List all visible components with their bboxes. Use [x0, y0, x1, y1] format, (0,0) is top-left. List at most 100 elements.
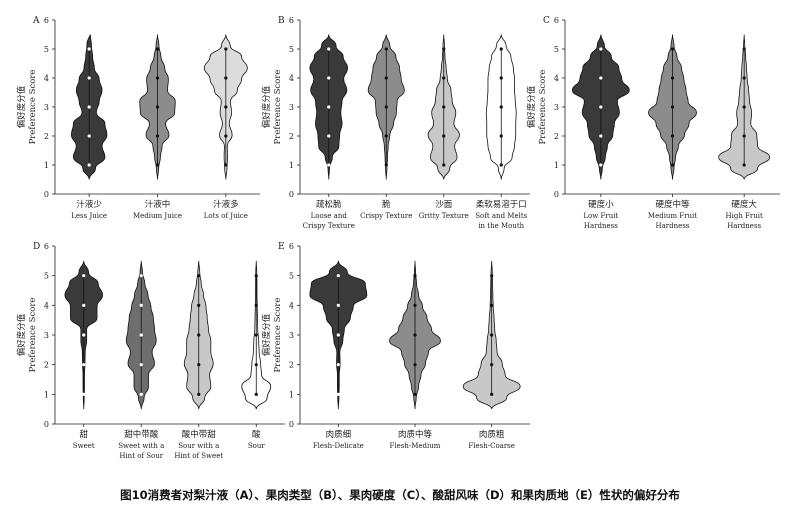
x-tick-label-en: Hardness — [727, 222, 761, 230]
y-tick-label: 3 — [289, 331, 294, 340]
data-point — [670, 105, 675, 109]
data-point — [442, 47, 446, 51]
x-tick-label-cn: 酸中带甜 — [182, 429, 217, 440]
data-point — [82, 274, 86, 278]
x-tick-label-en: Soft and Melts — [475, 212, 527, 220]
y-tick-label: 6 — [289, 16, 294, 25]
y-tick-label: 0 — [289, 420, 294, 429]
x-tick-label-en: Less Juice — [71, 212, 107, 220]
x-tick-label-en: Medium Fruit — [648, 212, 697, 220]
data-point — [224, 163, 228, 167]
y-tick-label: 5 — [289, 272, 294, 281]
data-point — [327, 76, 331, 80]
data-point — [742, 163, 746, 167]
y-tick-label: 4 — [554, 74, 559, 83]
data-point — [490, 274, 494, 278]
data-point — [413, 392, 417, 396]
x-tick-label-en: Low Fruit — [583, 212, 618, 220]
data-point — [139, 363, 143, 367]
y-tick-label: 5 — [44, 272, 49, 281]
y-tick-label: 0 — [44, 420, 49, 429]
data-point — [224, 105, 228, 109]
data-point — [139, 274, 143, 278]
panel-e: 0 1 2 3 4 5 6E 偏好度分值Preference Score 肉质细 Flesh-De… — [261, 242, 530, 450]
panel-a: 0 1 2 3 4 5 6A 偏好度分值Preference Score 汁液少 Less Jui… — [16, 16, 260, 220]
data-point — [384, 76, 388, 80]
data-point — [499, 47, 503, 51]
y-tick-label: 0 — [289, 190, 294, 199]
y-tick-label: 6 — [44, 16, 49, 25]
y-tick-label: 2 — [289, 132, 294, 141]
y-tick-label: 6 — [44, 242, 49, 251]
data-point — [499, 163, 503, 167]
y-tick-label: 1 — [554, 161, 559, 170]
data-point — [499, 134, 503, 138]
y-tick-label: 5 — [289, 45, 294, 54]
data-point — [197, 274, 201, 278]
data-point — [442, 76, 446, 80]
x-tick-label-cn: 汁液少 — [76, 199, 102, 210]
y-tick-label: 2 — [44, 132, 49, 141]
y-tick-label: 2 — [289, 361, 294, 370]
data-point — [87, 76, 91, 80]
y-tick-label: 6 — [289, 242, 294, 251]
x-tick-label-cn: 沙面 — [435, 200, 453, 210]
data-point — [670, 134, 675, 138]
x-tick-label-cn: 肉质细 — [326, 429, 352, 440]
y-tick-label: 1 — [289, 161, 294, 170]
x-tick-label-cn: 硬度小 — [588, 199, 614, 210]
data-point — [384, 163, 388, 167]
y-tick-label: 5 — [44, 45, 49, 54]
data-point — [442, 105, 446, 109]
x-tick-label-en: Sour — [248, 442, 266, 450]
x-tick-label-en: Flesh-Medium — [390, 442, 441, 450]
y-tick-label: 2 — [44, 361, 49, 370]
data-point — [197, 363, 201, 367]
data-point — [742, 105, 746, 109]
x-tick-label-cn: 柔软易溶于口 — [476, 199, 527, 210]
y-tick-label: 4 — [289, 301, 294, 310]
data-point — [499, 105, 503, 109]
data-point — [670, 47, 675, 51]
panel-letter: A — [32, 16, 40, 26]
data-point — [87, 105, 91, 109]
data-point — [87, 134, 91, 138]
data-point — [197, 303, 201, 307]
data-point — [384, 105, 388, 109]
panel-letter: B — [278, 16, 285, 26]
data-point — [254, 274, 258, 278]
data-point — [155, 47, 160, 51]
y-axis-label: 偏好度分值Preference Score — [261, 70, 283, 145]
y-tick-label: 1 — [44, 390, 49, 399]
data-point — [139, 392, 143, 396]
data-point — [155, 163, 160, 167]
panel-letter: C — [543, 16, 550, 26]
x-tick-label-en: Medium Juice — [133, 212, 182, 220]
x-tick-label-cn: 硬度中等 — [655, 199, 690, 210]
y-tick-label: 3 — [289, 103, 294, 112]
data-point — [155, 105, 160, 109]
data-point — [254, 392, 258, 396]
x-tick-label-cn: 肉质中等 — [398, 429, 433, 440]
data-point — [742, 76, 746, 80]
x-tick-label-en: High Fruit — [726, 212, 764, 220]
data-point — [413, 363, 417, 367]
panel-c: 0 1 2 3 4 5 6C 偏好度分值Preference Score 硬度小 Low Frui… — [526, 16, 780, 230]
x-tick-label-en: Crispy Texture — [303, 222, 355, 230]
data-point — [336, 363, 340, 367]
y-axis-label: 偏好度分值Preference Score — [16, 298, 38, 373]
data-point — [139, 333, 143, 337]
x-tick-label-cn: 甜中带酸 — [124, 429, 159, 440]
data-point — [254, 303, 258, 307]
data-point — [155, 76, 160, 80]
x-tick-label-en: Crispy Texture — [360, 212, 412, 220]
data-point — [336, 333, 340, 337]
x-tick-label-cn: 汁液中 — [145, 199, 171, 210]
data-point — [336, 392, 340, 396]
data-point — [599, 105, 603, 109]
x-tick-label-en: in the Mouth — [478, 222, 524, 230]
x-tick-label-en: Hardness — [584, 222, 618, 230]
x-tick-label-en: Hint of Sweet — [174, 452, 223, 460]
data-point — [139, 303, 143, 307]
data-point — [490, 363, 494, 367]
